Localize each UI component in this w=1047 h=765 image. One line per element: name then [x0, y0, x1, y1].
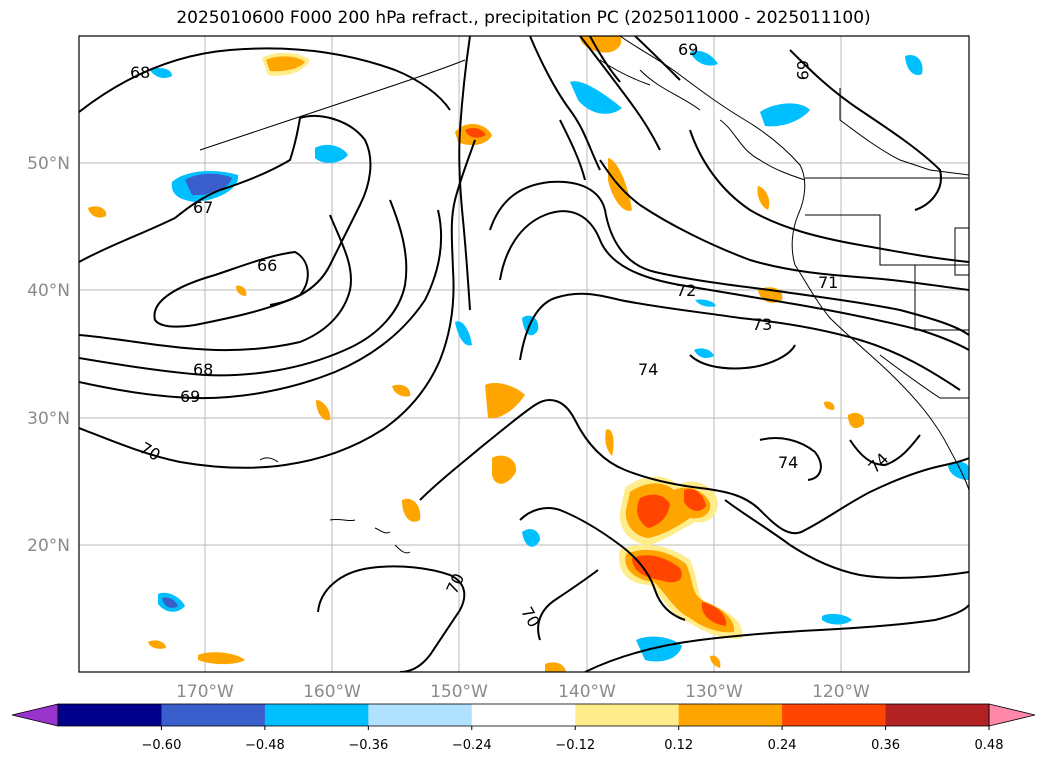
latitude-labels: 50°N 40°N 30°N 20°N [27, 154, 70, 556]
colorbar-segment [575, 704, 680, 726]
lat-label-50n: 50°N [27, 154, 70, 174]
precip-negative-patches [150, 50, 969, 662]
colorbar-frame [57, 703, 990, 727]
lat-label-40n: 40°N [27, 281, 70, 301]
colorbar-segment [471, 704, 576, 726]
colorbar-segment [161, 704, 266, 726]
contour-label: 66 [257, 256, 277, 275]
contour-label: 69 [793, 60, 812, 80]
map-frame [78, 35, 970, 673]
colorbar-tick-label: 0.24 [768, 738, 797, 753]
map-title: 2025010600 F000 200 hPa refract., precip… [176, 8, 871, 28]
precip-positive-patches [88, 36, 865, 672]
contour-label: 73 [752, 315, 772, 334]
contour-label: 67 [193, 198, 213, 217]
map-area [79, 36, 969, 672]
colorbar-tick-label: −0.24 [452, 738, 492, 753]
longitude-labels: 170°W 160°W 150°W 140°W 130°W 120°W [176, 682, 870, 702]
colorbar-segment [368, 704, 473, 726]
lon-label-140w: 140°W [558, 682, 616, 702]
colorbar-segment [678, 704, 783, 726]
contour-label: 74 [638, 360, 658, 379]
contour-label: 69 [678, 40, 698, 59]
colorbar-tick-label: −0.12 [555, 738, 595, 753]
colorbar-tick-label: 0.12 [664, 738, 693, 753]
colorbar-segment [58, 704, 162, 726]
colorbar-extend-high [988, 703, 1036, 727]
colorbar-segment [885, 704, 990, 726]
contour-label: 68 [130, 63, 150, 82]
refractivity-contours [79, 36, 969, 672]
colorbar: −0.60 −0.48 −0.36 −0.24 −0.12 0.12 0.24 0.36 0.4… [11, 703, 1036, 753]
colorbar-tick-label: −0.60 [142, 738, 182, 753]
lat-label-30n: 30°N [27, 409, 70, 429]
lon-label-160w: 160°W [303, 682, 361, 702]
contour-label: 74 [778, 453, 798, 472]
colorbar-segment [782, 704, 887, 726]
lon-label-150w: 150°W [430, 682, 488, 702]
colorbar-tick-label: −0.48 [245, 738, 285, 753]
contour-label: 68 [193, 360, 213, 379]
coastlines [199, 36, 969, 554]
lon-label-120w: 120°W [812, 682, 870, 702]
contour-label: 71 [818, 273, 838, 292]
colorbar-segment [264, 704, 369, 726]
contour-label: 72 [676, 281, 696, 300]
colorbar-tick-label: −0.36 [348, 738, 388, 753]
colorbar-extend-low [11, 703, 59, 727]
contour-label: 69 [180, 387, 200, 406]
lon-label-170w: 170°W [176, 682, 234, 702]
lon-label-130w: 130°W [685, 682, 743, 702]
lat-label-20n: 20°N [27, 536, 70, 556]
colorbar-tick-label: 0.48 [975, 738, 1004, 753]
colorbar-tick-label: 0.36 [871, 738, 900, 753]
gridlines [79, 36, 969, 672]
